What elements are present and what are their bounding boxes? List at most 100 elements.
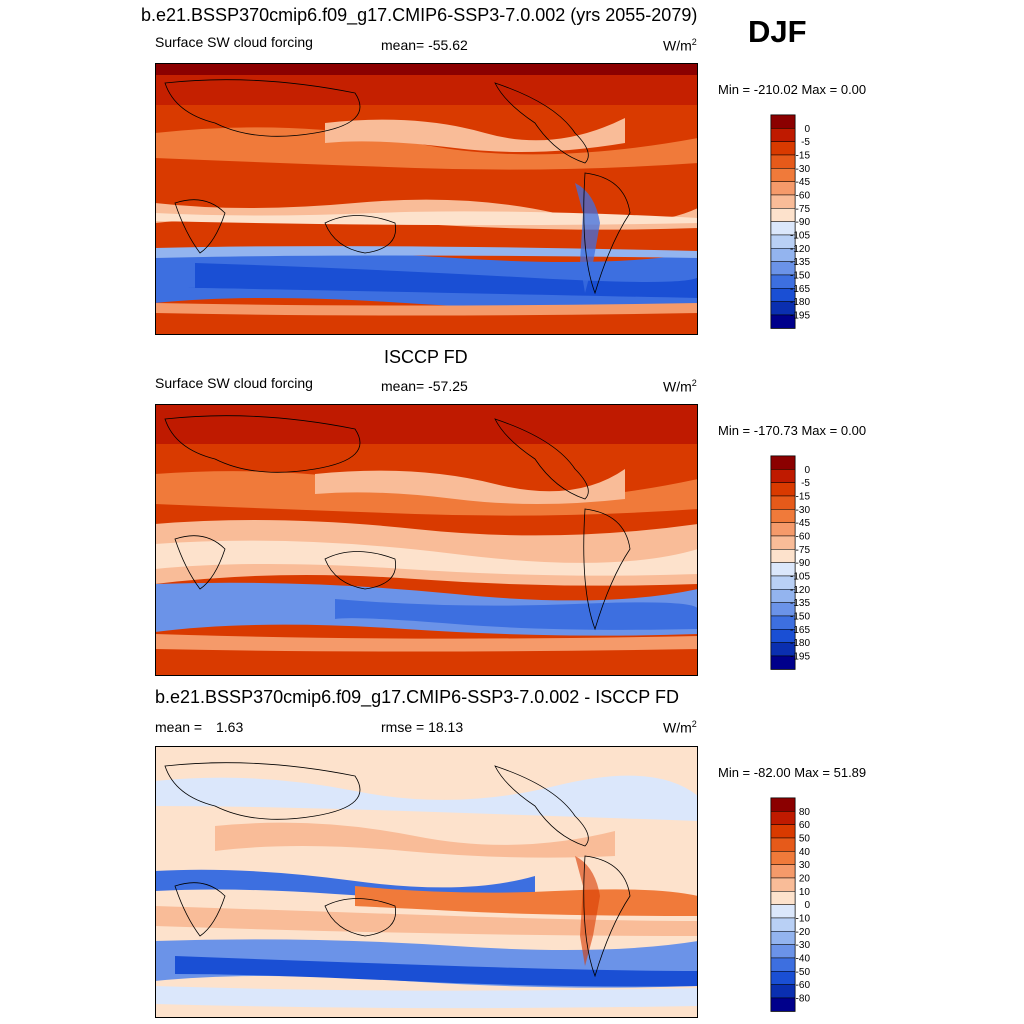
panel2-minmax: Min = -170.73 Max = 0.00 <box>718 423 867 438</box>
panel3-mean: mean = 1.63 <box>155 719 243 735</box>
panel2-subtitle: Surface SW cloud forcing <box>155 375 313 391</box>
colorbar-tick-label: 0 <box>804 465 810 476</box>
colorbar-swatch <box>770 957 796 972</box>
colorbar-tick-label: -105 <box>790 230 810 241</box>
colorbar-tick-label: -30 <box>796 940 811 951</box>
colorbar-tick-label: 50 <box>799 833 811 844</box>
colorbar-swatch <box>770 811 796 825</box>
colorbar-tick-label: -5 <box>801 478 810 489</box>
colorbar-tick-label: -30 <box>796 505 811 516</box>
panel2-colorbar: 0 -5 -15 -30 -45 -60 -75 -90 -105 -120 -135 -150 -16… <box>770 455 810 670</box>
panel1-colorbar-labels: 0 -5 -15 -30 -45 -60 -75 -90 -105 -120 -135 -150 -16… <box>790 124 810 322</box>
colorbar-tick-label: 40 <box>799 847 811 858</box>
panel1-mean-value: -55.62 <box>428 37 468 53</box>
colorbar-swatch <box>770 837 796 852</box>
colorbar-tick-label: 0 <box>804 124 810 135</box>
colorbar-tick-label: 20 <box>799 873 811 884</box>
panel3-mean-value: 1.63 <box>215 719 244 735</box>
colorbar-tick-label: 10 <box>799 887 811 898</box>
panel3-rmse-value: 18.13 <box>428 719 464 735</box>
panel1-mean-label: mean= <box>381 37 425 53</box>
panel1-colorbar-swatches <box>770 114 796 329</box>
panel1-unit-sup: 2 <box>691 37 697 47</box>
colorbar-swatch <box>770 469 796 483</box>
colorbar-tick-label: -165 <box>790 625 810 636</box>
colorbar-tick-label: -50 <box>796 967 811 978</box>
colorbar-swatch <box>770 141 796 156</box>
colorbar-swatch <box>770 114 796 129</box>
colorbar-swatch <box>770 851 796 865</box>
panel3-unit: W/m2 <box>663 719 697 736</box>
panel2-mean-label: mean= <box>381 378 425 394</box>
colorbar-swatch <box>770 931 796 945</box>
colorbar-tick-label: 80 <box>799 807 811 818</box>
colorbar-swatch <box>770 509 796 523</box>
panel3-colorbar-labels: 80 60 50 40 30 20 10 0 -10 -20 -30 -40 -50 -60 -80 <box>796 807 811 1005</box>
colorbar-swatch <box>770 128 796 142</box>
panel2-mean-value: -57.25 <box>428 378 468 394</box>
panel2-title: ISCCP FD <box>384 347 468 367</box>
colorbar-tick-label: -10 <box>796 913 811 924</box>
colorbar-swatch <box>770 984 796 999</box>
colorbar-tick-label: -105 <box>790 571 810 582</box>
panel2-map <box>155 404 698 676</box>
colorbar-tick-label: -60 <box>796 531 811 542</box>
colorbar-swatch <box>770 181 796 196</box>
colorbar-tick-label: -30 <box>796 164 811 175</box>
colorbar-tick-label: 60 <box>799 820 811 831</box>
colorbar-swatch <box>770 455 796 470</box>
panel2-colorbar-labels: 0 -5 -15 -30 -45 -60 -75 -90 -105 -120 -135 -150 -16… <box>790 465 810 663</box>
panel1-colorbar: 0 -5 -15 -30 -45 -60 -75 -90 -105 -120 -135 -150 -16… <box>770 114 810 329</box>
colorbar-tick-label: 0 <box>804 900 810 911</box>
panel3-unit-text: W/m <box>663 719 692 736</box>
colorbar-tick-label: -90 <box>796 217 811 228</box>
colorbar-tick-label: -150 <box>790 611 810 622</box>
colorbar-swatch <box>770 891 796 905</box>
panel1-mean: mean= -55.62 <box>381 37 468 53</box>
panel3-minmax: Min = -82.00 Max = 51.89 <box>718 765 867 780</box>
colorbar-tick-label: -135 <box>790 257 810 268</box>
colorbar-swatch <box>770 864 796 879</box>
colorbar-tick-label: -75 <box>796 545 811 556</box>
colorbar-swatch <box>770 797 796 812</box>
panel3-rmse-label: rmse = <box>381 719 425 735</box>
colorbar-swatch <box>770 971 796 985</box>
panel2-colorbar-swatches <box>770 455 796 670</box>
colorbar-tick-label: -195 <box>790 651 810 662</box>
panel3-title: b.e21.BSSP370cmip6.f09_g17.CMIP6-SSP3-7.… <box>155 687 679 707</box>
panel2-mean: mean= -57.25 <box>381 378 468 394</box>
panel2-unit-text: W/m <box>663 378 692 395</box>
colorbar-tick-label: -75 <box>796 204 811 215</box>
colorbar-tick-label: -15 <box>796 150 811 161</box>
panel3-colorbar-swatches <box>770 797 796 1012</box>
colorbar-tick-label: -15 <box>796 491 811 502</box>
colorbar-swatch <box>770 535 796 550</box>
colorbar-swatch <box>770 997 796 1012</box>
panel2-unit-sup: 2 <box>691 378 697 388</box>
panel3-colorbar: 80 60 50 40 30 20 10 0 -10 -20 -30 -40 -50 -60 -80 <box>770 797 811 1012</box>
colorbar-tick-label: -60 <box>796 980 811 991</box>
panel2-unit: W/m2 <box>663 378 697 395</box>
panel1-subtitle: Surface SW cloud forcing <box>155 34 313 50</box>
colorbar-tick-label: -90 <box>796 558 811 569</box>
colorbar-swatch <box>770 824 796 839</box>
colorbar-swatch <box>770 495 796 510</box>
colorbar-tick-label: -120 <box>790 244 810 255</box>
colorbar-swatch <box>770 314 796 329</box>
colorbar-tick-label: -45 <box>796 518 811 529</box>
colorbar-tick-label: 30 <box>799 860 811 871</box>
colorbar-swatch <box>770 877 796 892</box>
colorbar-swatch <box>770 944 796 959</box>
colorbar-swatch <box>770 549 796 563</box>
colorbar-tick-label: -5 <box>801 137 810 148</box>
colorbar-swatch <box>770 482 796 497</box>
colorbar-swatch <box>770 655 796 670</box>
panel3-rmse: rmse = 18.13 <box>381 719 463 735</box>
colorbar-tick-label: -180 <box>790 297 810 308</box>
colorbar-tick-label: -20 <box>796 927 811 938</box>
colorbar-swatch <box>770 168 796 182</box>
colorbar-tick-label: -135 <box>790 598 810 609</box>
colorbar-tick-label: -40 <box>796 953 811 964</box>
colorbar-swatch <box>770 208 796 222</box>
colorbar-tick-label: -120 <box>790 585 810 596</box>
